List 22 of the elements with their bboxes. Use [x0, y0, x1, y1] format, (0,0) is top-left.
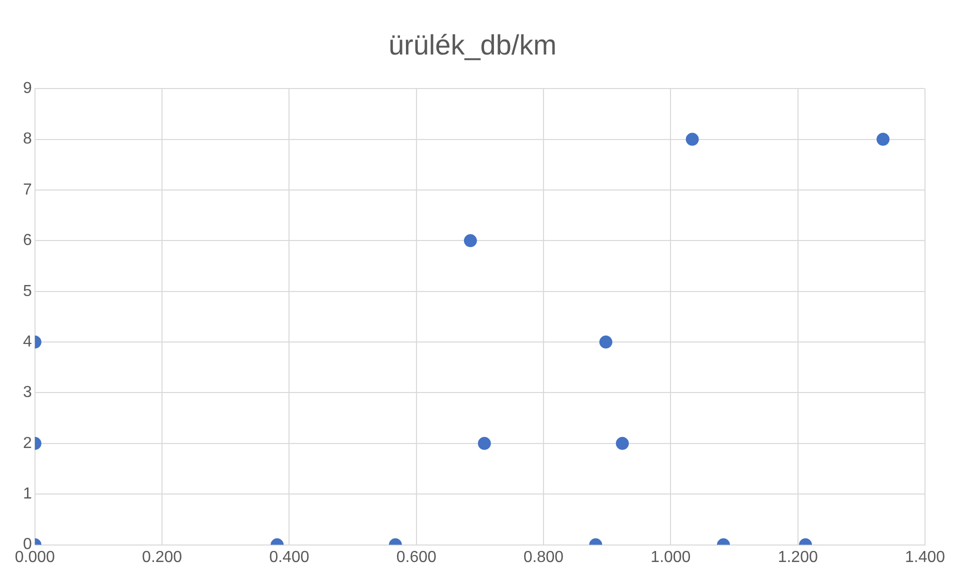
point	[876, 132, 890, 146]
x-tick-label: 1.400	[904, 548, 946, 566]
point	[599, 336, 612, 349]
y-tick-label: 9	[22, 80, 32, 98]
y-tick-label: 7	[22, 181, 32, 198]
x-tick-label: 0.000	[14, 548, 56, 566]
x-tick-label: 0.400	[269, 548, 310, 566]
point	[464, 234, 477, 248]
x-tick-label: 0.600	[396, 548, 436, 566]
y-tick-label: 2	[22, 434, 32, 452]
point	[686, 132, 699, 146]
y-tick-label: 1	[22, 486, 32, 503]
x-tick-label: 1.200	[778, 548, 818, 566]
y-tick-label: 6	[22, 232, 32, 250]
x-tick-label: 1.000	[650, 548, 691, 566]
x-tick-label: 0.800	[524, 548, 564, 566]
x-tick-label: 0.200	[142, 548, 182, 566]
y-tick-label: 5	[22, 282, 32, 300]
y-tick-label: 3	[22, 384, 32, 402]
y-tick-label: 4	[22, 333, 32, 350]
chart-title: ürülék_db/km	[388, 30, 557, 61]
y-tick-label: 8	[22, 130, 32, 148]
